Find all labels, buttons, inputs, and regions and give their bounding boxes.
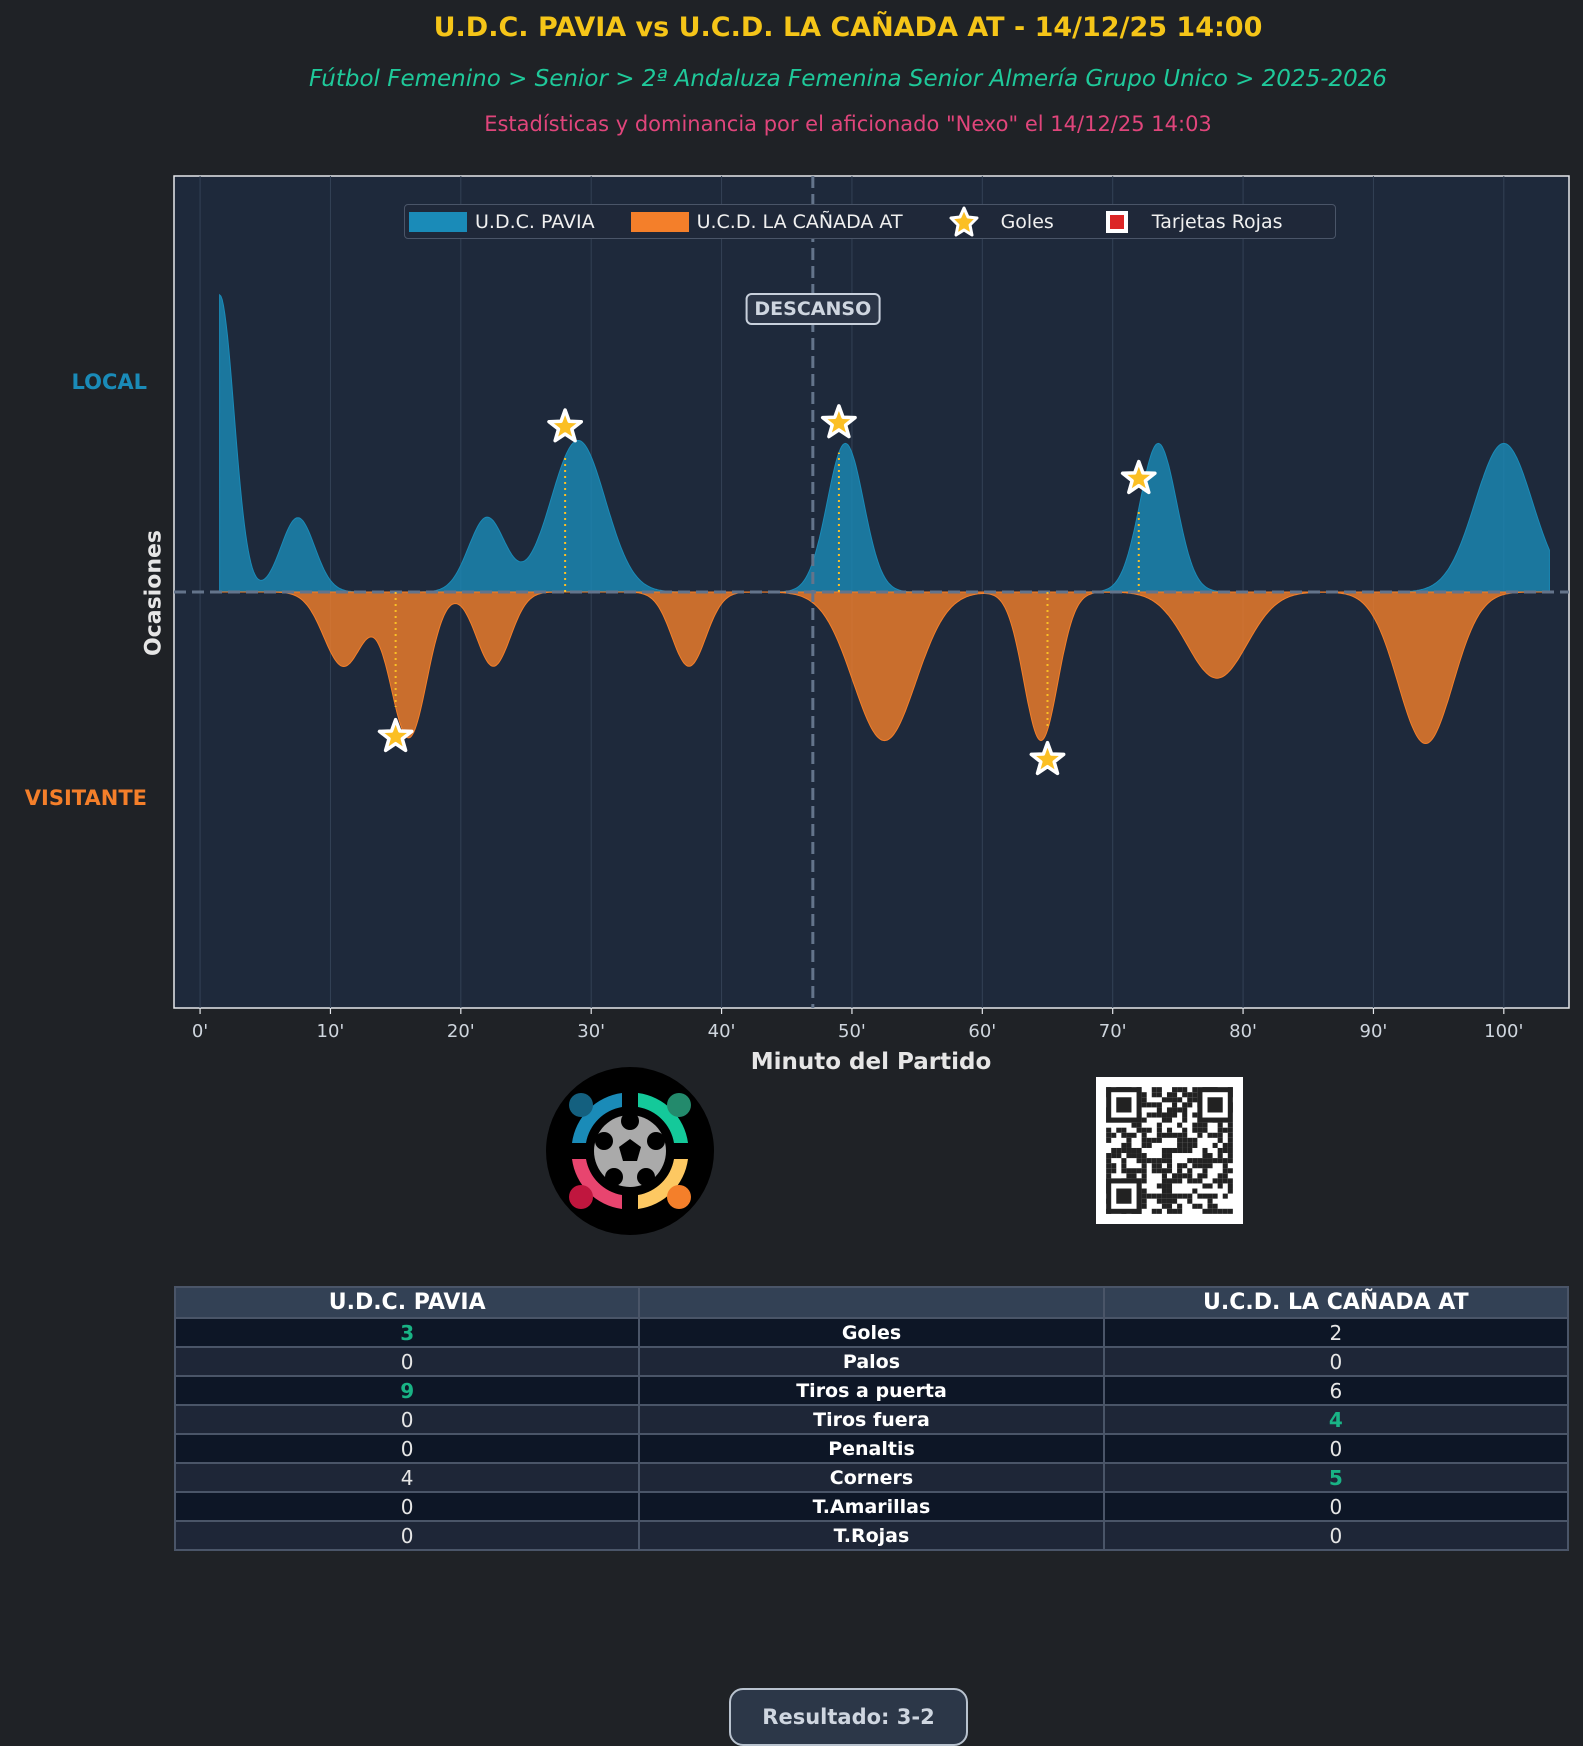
stats-row: 3 Goles 2: [173, 1317, 1570, 1348]
away-value: 0: [1102, 1433, 1570, 1464]
star-icon: [949, 206, 979, 236]
stat-label: Corners: [638, 1462, 1105, 1493]
goal-star-icon: [1120, 459, 1157, 495]
legend-item-home: U.D.C. PAVIA: [407, 211, 595, 233]
home-value: 0: [173, 1433, 641, 1464]
home-value: 4: [173, 1462, 641, 1493]
legend-label: U.D.C. PAVIA: [475, 210, 595, 233]
stats-table: U.D.C. PAVIA U.C.D. LA CAÑADA AT 3 Goles…: [173, 1286, 1570, 1551]
legend-item-away: U.C.D. LA CAÑADA AT: [629, 211, 903, 233]
local-label: LOCAL: [71, 370, 147, 394]
stat-label: Goles: [638, 1317, 1105, 1348]
stat-label: Palos: [638, 1346, 1105, 1377]
home-value: 0: [173, 1346, 641, 1377]
away-value: 6: [1102, 1375, 1570, 1406]
qr-code: [1096, 1077, 1243, 1224]
away-team-header: U.C.D. LA CAÑADA AT: [1102, 1286, 1570, 1319]
legend-label: Goles: [1000, 210, 1054, 233]
visitante-label: VISITANTE: [24, 786, 147, 810]
x-axis-label: Minuto del Partido: [750, 1049, 992, 1075]
y-axis-label: Ocasiones: [141, 529, 167, 657]
legend-label: U.C.D. LA CAÑADA AT: [696, 210, 903, 233]
stats-row: 0 T.Rojas 0: [173, 1520, 1570, 1551]
away-value: 5: [1102, 1462, 1570, 1493]
goal-star-icon: [377, 717, 414, 753]
home-value: 9: [173, 1375, 641, 1406]
home-value: 3: [173, 1317, 641, 1348]
legend-label: Tarjetas Rojas: [1151, 210, 1283, 233]
home-value: 0: [173, 1491, 641, 1522]
stats-row: 9 Tiros a puerta 6: [173, 1375, 1570, 1406]
red-card-icon: [1105, 210, 1128, 233]
stat-label: Tiros a puerta: [638, 1375, 1105, 1406]
match-title: U.D.C. PAVIA vs U.C.D. LA CAÑADA AT - 14…: [433, 12, 1263, 43]
x-tick-label: 10': [316, 1021, 345, 1042]
away-value: 0: [1102, 1520, 1570, 1551]
x-tick-label: 70': [1098, 1021, 1127, 1042]
stats-row: 0 Penaltis 0: [173, 1433, 1570, 1464]
goal-star-icon: [820, 404, 857, 439]
goal-star-icon: [1029, 740, 1066, 776]
dominance-chart: [173, 175, 1570, 1014]
competition-breadcrumb: Fútbol Femenino > Senior > 2ª Andaluza F…: [308, 66, 1388, 92]
away-value: 2: [1102, 1317, 1570, 1348]
credit-line: Estadísticas y dominancia por el aficion…: [484, 112, 1212, 136]
stats-row: 4 Corners 5: [173, 1462, 1570, 1493]
x-tick-label: 30': [577, 1021, 606, 1042]
stats-row: 0 Palos 0: [173, 1346, 1570, 1377]
halftime-label: DESCANSO: [745, 293, 881, 325]
stat-label: T.Rojas: [638, 1520, 1105, 1551]
app-logo: [546, 1067, 714, 1235]
stat-label: Tiros fuera: [638, 1404, 1105, 1435]
away-value: 0: [1102, 1346, 1570, 1377]
home-value: 0: [173, 1404, 641, 1435]
x-tick-label: 60': [968, 1021, 997, 1042]
stats-row: 0 T.Amarillas 0: [173, 1491, 1570, 1522]
stats-row: 0 Tiros fuera 4: [173, 1404, 1570, 1435]
x-tick-label: 20': [446, 1021, 475, 1042]
legend-item-goals: Goles: [947, 205, 1054, 239]
away-value: 4: [1102, 1404, 1570, 1435]
away-value: 0: [1102, 1491, 1570, 1522]
x-tick-label: 0': [191, 1021, 209, 1042]
stat-label: T.Amarillas: [638, 1491, 1105, 1522]
home-value: 0: [173, 1520, 641, 1551]
x-tick-label: 40': [707, 1021, 736, 1042]
legend: U.D.C. PAVIA U.C.D. LA CAÑADA AT Goles T…: [404, 204, 1336, 239]
legend-item-red-cards: Tarjetas Rojas: [1105, 210, 1283, 233]
goal-star-icon: [547, 408, 584, 443]
result-badge: Resultado: 3-2: [729, 1688, 968, 1746]
x-tick-label: 90': [1359, 1021, 1388, 1042]
x-tick-label: 80': [1229, 1021, 1257, 1042]
x-tick-label: 50': [838, 1021, 866, 1042]
stat-label: Penaltis: [638, 1433, 1105, 1464]
home-team-header: U.D.C. PAVIA: [173, 1286, 641, 1319]
stat-header: [638, 1286, 1105, 1319]
home-swatch: [409, 211, 467, 232]
x-tick-label: 100': [1484, 1021, 1524, 1042]
away-swatch: [630, 211, 689, 232]
